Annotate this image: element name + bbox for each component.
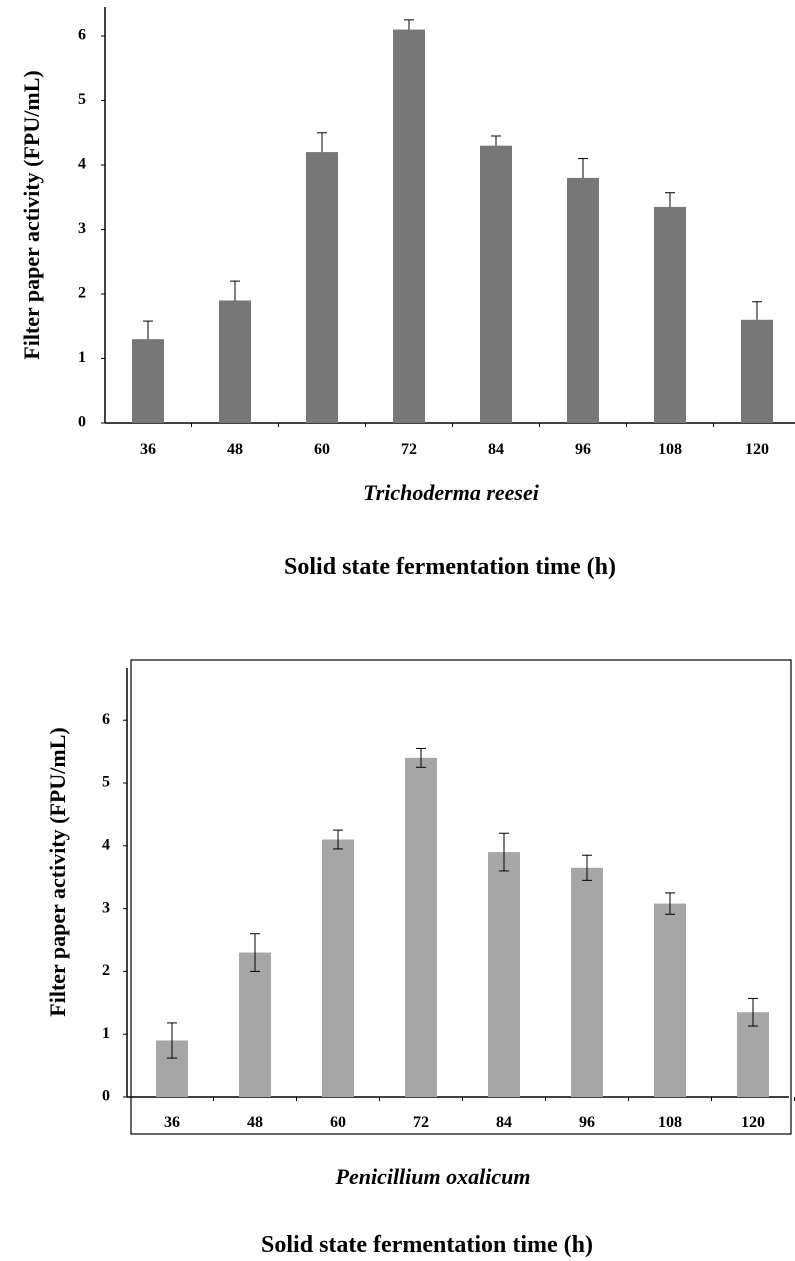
chart1-y-axis-label: Filter paper activity (FPU/mL) [19,70,44,359]
chart2-bars [156,748,769,1097]
chart2-frame [131,660,791,1134]
chart2-bar [654,904,686,1097]
chart1-x-tick-label: 120 [745,441,769,458]
chart2-y-tick-label: 2 [102,962,110,979]
chart1-y-tick-label: 0 [78,414,86,431]
chart1-y-tick-label: 2 [78,285,86,302]
chart-penicillium-oxalicum: 0 1 2 3 4 5 6 36 48 60 72 84 96 108 120 Filter paper … [45,660,794,1258]
chart2-y-tick-label: 0 [102,1088,110,1105]
chart2-y-tick-label: 3 [102,899,110,916]
chart2-x-tick-label: 48 [247,1114,263,1131]
chart1-x-tick-label: 36 [140,441,156,458]
chart2-x-ticks: 36 48 60 72 84 96 108 120 [164,1097,795,1131]
chart1-bar [393,30,425,423]
chart1-bar [654,207,686,423]
chart1-x-axis-label: Solid state fermentation time (h) [284,554,616,580]
chart1-x-tick-label: 60 [314,441,330,458]
chart2-x-tick-label: 96 [579,1114,595,1131]
chart2-x-tick-label: 120 [741,1114,765,1131]
chart2-y-axis-label: Filter paper activity (FPU/mL) [45,727,70,1016]
chart1-x-tick-label: 84 [488,441,504,458]
chart2-species-label: Penicillium oxalicum [335,1164,531,1189]
chart2-y-tick-label: 6 [102,711,110,728]
chart2-y-tick-label: 4 [102,836,110,853]
chart2-y-tick-label: 5 [102,774,110,791]
chart2-bar [405,758,437,1097]
chart1-x-tick-label: 48 [227,441,243,458]
chart1-bar [132,339,164,423]
chart1-x-tick-label: 96 [575,441,591,458]
chart1-y-tick-label: 6 [78,27,86,44]
chart1-bar [741,320,773,423]
chart1-x-tick-label: 108 [658,441,682,458]
chart1-bar [480,146,512,423]
chart2-x-tick-label: 72 [413,1114,429,1131]
chart1-y-ticks: 0 1 2 3 4 5 6 [78,27,105,431]
chart1-x-tick-label: 72 [401,441,417,458]
chart1-y-tick-label: 1 [78,349,86,366]
chart1-bars [132,20,773,423]
chart2-bar [322,840,354,1097]
chart2-y-tick-label: 1 [102,1025,110,1042]
chart1-bar [567,178,599,423]
chart-trichoderma-reesei: 0 1 2 3 4 5 6 36 48 60 72 84 96 108 120 Filter paper … [19,7,795,580]
chart2-x-tick-label: 60 [330,1114,346,1131]
chart1-bar [306,152,338,423]
chart2-y-ticks: 0 1 2 3 4 5 6 [102,711,127,1105]
chart2-x-tick-label: 36 [164,1114,180,1131]
chart2-x-tick-label: 108 [658,1114,682,1131]
chart2-bar [239,953,271,1097]
chart2-bar [488,852,520,1097]
chart1-species-label: Trichoderma reesei [363,480,540,505]
chart1-y-tick-label: 5 [78,91,86,108]
chart1-x-ticks: 36 48 60 72 84 96 108 120 [140,423,795,458]
chart1-y-tick-label: 4 [78,156,86,173]
chart1-bar [219,300,251,423]
chart2-x-tick-label: 84 [496,1114,512,1131]
chart1-y-tick-label: 3 [78,220,86,237]
chart2-x-axis-label: Solid state fermentation time (h) [261,1232,593,1258]
chart2-bar [571,868,603,1097]
